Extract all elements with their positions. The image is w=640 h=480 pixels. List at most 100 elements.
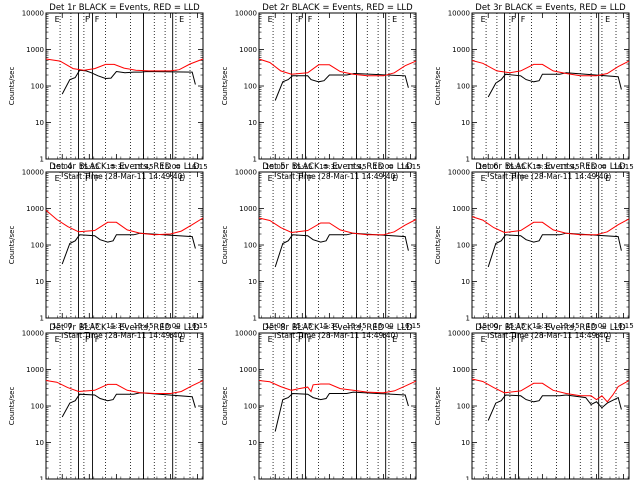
flag-label: E [605, 335, 610, 344]
x-tick-label: 16:15 [400, 163, 420, 171]
events-series-line [487, 72, 622, 98]
x-tick-label: 16:15 [613, 322, 633, 330]
y-tick-label: 10 [461, 119, 470, 127]
panel-7: Det 7r BLACK = Events, RED = LLD Counts/s… [8, 323, 204, 480]
x-tick-label: 15:30 [532, 163, 552, 171]
x-tick-label: 15:45 [133, 322, 153, 330]
flag-label: F [95, 174, 100, 183]
y-tick-label: 1 [40, 476, 44, 480]
y-tick-label: 1 [253, 156, 257, 164]
y-axis-label: Counts/sec [221, 226, 229, 265]
y-tick-label: 1000 [239, 46, 257, 54]
flag-label: F [95, 15, 100, 24]
panel-5: Det 5r BLACK = Events, RED = LLD Counts/s… [221, 162, 421, 340]
x-tick-label: 16:15 [187, 322, 207, 330]
x-tick-label: 15:00 [52, 163, 72, 171]
flag-label: E [55, 174, 60, 183]
flag-label: F [308, 15, 313, 24]
plot-frame [45, 332, 204, 480]
flag-label: F [85, 335, 90, 344]
panel-title: Det 2r BLACK = Events, RED = LLD [262, 3, 413, 13]
y-tick-label: 100 [457, 403, 470, 411]
lld-series-line [45, 380, 204, 394]
x-tick-label: 15:30 [319, 322, 339, 330]
y-tick-label: 1000 [26, 205, 44, 213]
flag-label: F [95, 335, 100, 344]
events-series-line [274, 72, 409, 101]
panel-title: Det 8r BLACK = Events, RED = LLD [262, 323, 413, 333]
y-tick-label: 10000 [235, 330, 257, 338]
x-tick-label: 16:00 [373, 322, 393, 330]
flag-label: F [308, 174, 313, 183]
flag-label: F [511, 15, 516, 24]
lld-series-line [45, 58, 204, 72]
y-tick-label: 100 [31, 242, 44, 250]
y-tick-label: 1000 [452, 205, 470, 213]
flag-label: E [55, 335, 60, 344]
x-tick-label: 15:30 [532, 322, 552, 330]
x-tick-label: 15:00 [52, 322, 72, 330]
y-tick-label: 100 [244, 242, 257, 250]
y-axis-label: Counts/sec [221, 67, 229, 106]
flag-label: F [308, 335, 313, 344]
y-tick-label: 10000 [448, 10, 470, 18]
flag-label: E [55, 15, 60, 24]
panel-title: Det 9r BLACK = Events, RED = LLD [475, 323, 626, 333]
flag-label: E [268, 174, 273, 183]
lld-series-line [471, 216, 630, 236]
x-tick-label: 15:45 [559, 163, 579, 171]
y-tick-label: 10000 [235, 169, 257, 177]
events-series-line [61, 232, 196, 265]
y-tick-label: 10 [35, 119, 44, 127]
x-axis-label: Start Time (28-Mar-11 14:49:40) [64, 172, 186, 181]
y-tick-label: 100 [457, 83, 470, 91]
y-tick-label: 10 [461, 278, 470, 286]
x-tick-label: 15:15 [292, 163, 312, 171]
plot-frame [258, 12, 417, 160]
x-tick-label: 15:00 [478, 163, 498, 171]
flag-label: E [481, 15, 486, 24]
y-tick-label: 1 [466, 315, 470, 323]
x-tick-label: 15:45 [559, 322, 579, 330]
y-tick-label: 1 [40, 156, 44, 164]
flag-label: F [298, 174, 303, 183]
y-tick-label: 10 [35, 439, 44, 447]
lld-series-line [45, 209, 204, 236]
lld-series-line [471, 378, 630, 403]
plot-frame [471, 12, 630, 160]
y-axis-label: Counts/sec [434, 387, 442, 426]
x-tick-label: 16:00 [586, 163, 606, 171]
x-tick-label: 16:15 [613, 163, 633, 171]
y-tick-label: 1000 [239, 205, 257, 213]
panel-title: Det 4r BLACK = Events, RED = LLD [49, 162, 200, 172]
x-tick-label: 15:00 [265, 163, 285, 171]
flag-label: E [179, 15, 184, 24]
events-series-line [274, 391, 409, 432]
x-tick-label: 15:45 [133, 163, 153, 171]
flag-label: E [179, 174, 184, 183]
lld-series-line [258, 217, 417, 236]
panel-9: Det 9r BLACK = Events, RED = LLD Counts/s… [434, 323, 630, 480]
y-tick-label: 10 [461, 439, 470, 447]
x-tick-label: 15:30 [319, 163, 339, 171]
y-tick-label: 10000 [22, 169, 44, 177]
y-tick-label: 1000 [452, 46, 470, 54]
y-tick-label: 1000 [239, 366, 257, 374]
panel-title: Det 5r BLACK = Events, RED = LLD [262, 162, 413, 172]
y-tick-label: 1000 [26, 46, 44, 54]
y-tick-label: 100 [31, 83, 44, 91]
events-series-line [487, 394, 622, 421]
panel-3: Det 3r BLACK = Events, RED = LLD Counts/s… [434, 3, 634, 181]
flag-label: F [511, 335, 516, 344]
flag-label: E [605, 15, 610, 24]
y-tick-label: 100 [244, 83, 257, 91]
y-tick-label: 10000 [235, 10, 257, 18]
y-axis-label: Counts/sec [221, 387, 229, 426]
x-tick-label: 15:15 [79, 322, 99, 330]
y-tick-label: 1 [40, 315, 44, 323]
y-tick-label: 100 [244, 403, 257, 411]
y-axis-label: Counts/sec [8, 226, 16, 265]
x-tick-label: 15:45 [346, 322, 366, 330]
flag-label: E [392, 174, 397, 183]
